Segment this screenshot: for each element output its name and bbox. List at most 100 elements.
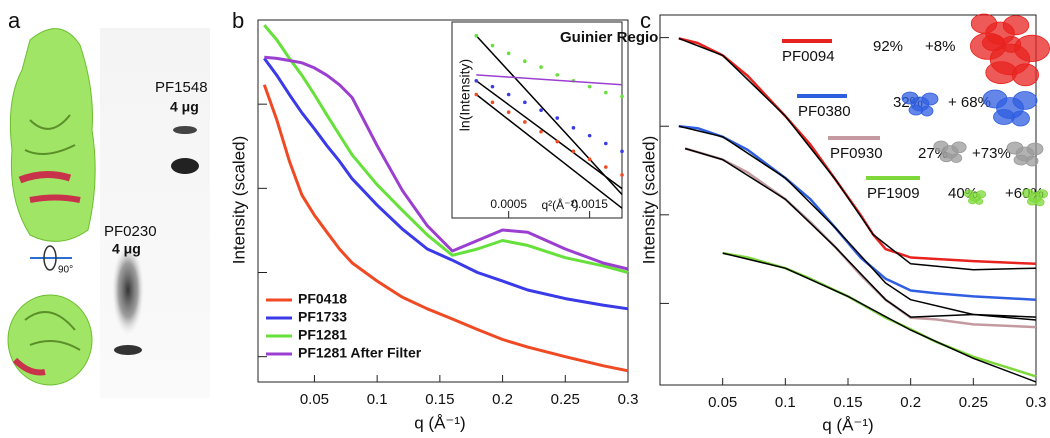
- data-point: [620, 149, 624, 154]
- data-point: [523, 100, 527, 105]
- x-tick-label: 0.15: [833, 394, 862, 411]
- structure-icon: [921, 92, 939, 106]
- data-point: [555, 116, 560, 120]
- x-tick-label: 0.1: [775, 394, 796, 411]
- x-tick-label: 0.25: [959, 394, 988, 411]
- gel-band: [171, 158, 199, 174]
- data-point: [506, 92, 511, 97]
- x-axis-label: q²(Å⁻²): [542, 197, 579, 212]
- fit-line: [476, 74, 623, 86]
- data-line: [263, 24, 629, 274]
- x-tick-label: 0.3: [618, 391, 639, 408]
- y-axis-label: Intensity (scaled): [229, 136, 248, 265]
- structure-icon: [1035, 198, 1045, 207]
- structure-icon: [975, 197, 984, 205]
- backbone: [24, 114, 76, 155]
- data-line: [263, 57, 629, 311]
- data-point: [587, 84, 592, 89]
- structure-icon: [950, 153, 963, 164]
- structure-icon: [1025, 155, 1039, 167]
- fit-line: [678, 125, 1037, 321]
- data-point: [506, 51, 511, 56]
- fraction-label: 92%: [873, 38, 903, 55]
- data-point: [620, 94, 624, 99]
- x-tick-label: 0.3: [1026, 394, 1047, 411]
- structure-icon: [1011, 63, 1040, 87]
- x-axis-label: q (Å⁻¹): [822, 415, 873, 434]
- legend-label: PF0380: [798, 103, 851, 120]
- gel-label: PF0230: [104, 223, 157, 240]
- fraction-label: + 68%: [948, 94, 991, 111]
- fit-line: [722, 252, 1037, 383]
- structure-icon: [1012, 91, 1038, 110]
- structure-icon: [920, 105, 934, 117]
- data-point: [523, 59, 527, 63]
- data-point: [539, 65, 543, 69]
- legend-label: PF1281: [298, 327, 347, 343]
- data-point: [539, 129, 543, 134]
- data-point: [474, 79, 479, 83]
- structure-icon: [985, 61, 1017, 84]
- structure-icon: [1036, 189, 1049, 199]
- density-map: [9, 28, 96, 242]
- x-tick-label: 0.0015: [571, 197, 608, 211]
- y-axis-label: ln(Intensity): [457, 59, 473, 131]
- data-point: [490, 100, 495, 105]
- data-point: [555, 73, 560, 77]
- fit-line: [684, 147, 1037, 318]
- rotation-label: 90°: [58, 265, 73, 276]
- structure-icon: [951, 141, 967, 154]
- gel-smear: [112, 245, 144, 335]
- data-point: [604, 141, 608, 146]
- data-point: [490, 84, 495, 89]
- helix: [12, 357, 46, 376]
- fraction-label: +8%: [925, 38, 955, 55]
- x-tick-label: 0.15: [425, 391, 454, 408]
- fit-line: [475, 93, 623, 209]
- x-tick-label: 0.1: [367, 391, 388, 408]
- legend-label: PF0418: [298, 291, 347, 307]
- gel-band: [114, 345, 142, 355]
- fit-line: [475, 35, 623, 196]
- helix: [29, 194, 81, 203]
- data-line: [264, 55, 629, 271]
- x-axis-label: q (Å⁻¹): [414, 413, 465, 432]
- panel-letter: c: [640, 8, 651, 33]
- data-point: [571, 149, 576, 154]
- gel: [100, 28, 210, 398]
- data-point: [555, 139, 560, 144]
- data-point: [506, 110, 511, 114]
- data-point: [571, 126, 576, 130]
- structure-icon: [1011, 110, 1030, 127]
- data-point: [474, 33, 479, 38]
- data-point: [587, 133, 592, 138]
- x-tick-label: 0.2: [900, 394, 921, 411]
- data-point: [587, 157, 592, 161]
- x-tick-label: 0.0005: [490, 197, 527, 211]
- gel-amount: 4 μg: [112, 241, 141, 257]
- structure-icon: [1026, 142, 1044, 156]
- gel-label: PF1548: [155, 79, 208, 96]
- panel-a-art: [7, 28, 210, 398]
- x-tick-label: 0.2: [492, 391, 513, 408]
- inset-title: Guinier Region: [560, 29, 668, 46]
- x-tick-label: 0.05: [708, 394, 737, 411]
- data-line: [262, 84, 629, 373]
- gel-amount: 4 μg: [170, 99, 199, 115]
- panel-letter: b: [232, 8, 244, 33]
- data-point: [604, 165, 608, 169]
- gel-band: [173, 126, 197, 134]
- x-tick-label: 0.25: [551, 391, 580, 408]
- fit-line: [678, 37, 1037, 271]
- x-tick-label: 0.05: [300, 391, 329, 408]
- data-point: [474, 92, 479, 97]
- fit-line: [475, 80, 623, 190]
- structure-icon: [1014, 34, 1050, 62]
- rotation-arrow: [43, 245, 57, 271]
- helix: [18, 171, 72, 184]
- legend-label: PF1733: [298, 309, 347, 325]
- data-point: [539, 108, 543, 112]
- data-point: [490, 43, 495, 48]
